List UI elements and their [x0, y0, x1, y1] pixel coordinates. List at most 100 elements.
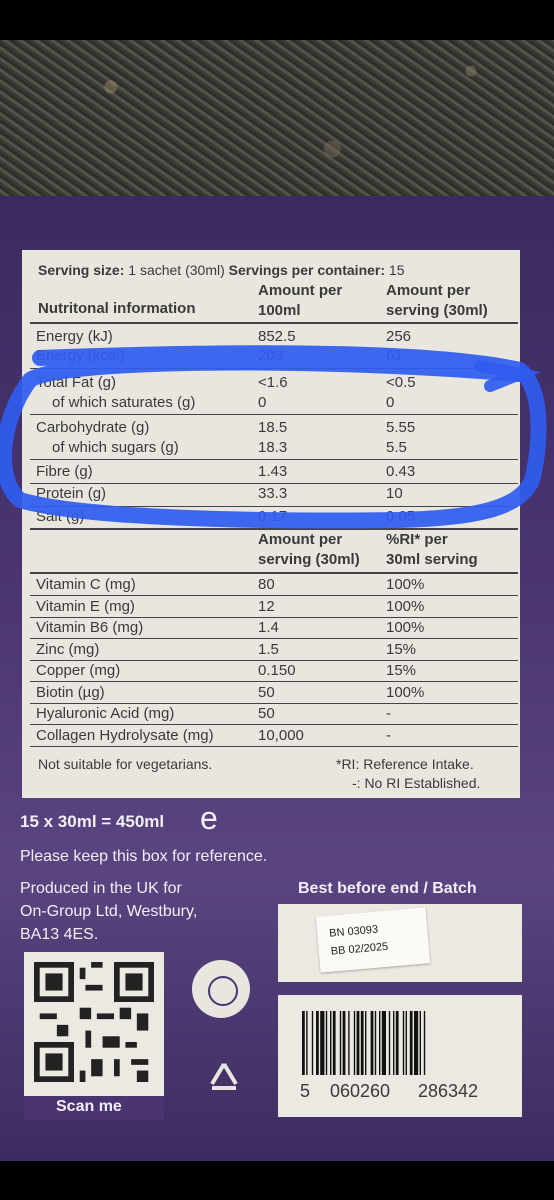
barcode-digits-2: 060260	[330, 1081, 391, 1101]
nutrition-row-name: Energy (kJ)	[36, 328, 113, 345]
per100-header-1: Amount per	[258, 282, 343, 299]
nutrition-row-per-serving: 61	[386, 347, 403, 364]
nutrition-row-per100: 18.3	[258, 439, 288, 456]
batch-sticker: BN 03093 BB 02/2025	[315, 907, 431, 973]
vitamin-row-name: Vitamin E (mg)	[36, 597, 135, 615]
vitamin-row-amount: 1.4	[258, 619, 279, 636]
barcode-icon	[302, 1011, 426, 1075]
nutrition-row-per100: <1.6	[258, 374, 288, 391]
vit-ri-header-1: %RI* per	[386, 531, 448, 548]
e-mark: e	[200, 800, 218, 836]
vitamin-row-amount: 12	[258, 597, 275, 615]
ri-note-2: -: No RI Established.	[352, 775, 481, 791]
barcode-card: 5 060260 286342	[278, 995, 522, 1117]
vitamin-row-amount: 50	[258, 705, 275, 722]
nutrition-row-name: Total Fat (g)	[36, 374, 117, 391]
nutrition-row-per-serving: 256	[386, 328, 412, 345]
nutrition-row-name: Salt (g)	[36, 508, 85, 525]
vitamin-row-divider	[30, 638, 518, 639]
vitamin-row-divider	[30, 616, 518, 618]
ri-note-1: *RI: Reference Intake.	[336, 756, 474, 772]
vitamin-row-name: Zinc (mg)	[36, 640, 100, 658]
vitamin-row-ri: -	[386, 705, 391, 722]
vitamin-row-ri: 100%	[386, 597, 425, 615]
vitamin-row-amount: 80	[258, 576, 275, 593]
nutrition-row-per100: 0.17	[258, 508, 288, 525]
produced-line-1: Produced in the UK for	[20, 880, 182, 897]
nutrition-row-name: Protein (g)	[36, 485, 107, 502]
row-divider	[30, 459, 518, 460]
nutrition-row-name: of which saturates (g)	[52, 394, 196, 411]
vitamin-row-divider	[30, 702, 518, 704]
nutrition-row-per-serving: 0.05	[386, 508, 416, 525]
row-divider	[30, 414, 518, 415]
vitamin-row-name: Collagen Hydrolysate (mg)	[36, 726, 214, 744]
nutrition-row-per-serving: 5.55	[386, 419, 416, 436]
nutrition-row-per-serving: 0	[386, 394, 395, 411]
vitamin-row-amount: 50	[258, 683, 275, 701]
nutrition-row-per-serving: <0.5	[386, 374, 416, 391]
vitamin-row-ri: 100%	[386, 619, 425, 636]
header-divider	[30, 322, 518, 324]
recycle-icon	[210, 1062, 238, 1090]
row-divider	[30, 506, 518, 507]
vitamin-divider	[30, 528, 518, 530]
qr-code-icon	[34, 962, 154, 1082]
row-divider	[30, 483, 518, 484]
vitamin-row-ri: 15%	[386, 640, 417, 658]
best-before-date: BB 02/2025	[330, 940, 389, 958]
serving-size-label: Serving size:	[38, 262, 125, 278]
scan-me-text: Scan me	[56, 1098, 122, 1115]
vitamin-row-name: Hyaluronic Acid (mg)	[36, 705, 175, 722]
nutrition-row-per-serving: 5.5	[386, 439, 407, 456]
vitamin-row-ri: -	[386, 726, 391, 744]
vitamin-row-amount: 1.5	[258, 640, 279, 658]
nutrition-row-name: Carbohydrate (g)	[36, 419, 150, 436]
nutrition-row-per100: 203	[258, 347, 284, 364]
nutrition-row-name: Energy (kcal)	[36, 347, 125, 364]
nutrition-row-per-serving: 0.43	[386, 463, 416, 480]
nutrition-row-per100: 18.5	[258, 419, 288, 436]
barcode-digits-3: 286342	[418, 1081, 479, 1101]
vit-ri-header-2: 30ml serving	[386, 551, 478, 568]
vitamin-row-name: Biotin (µg)	[36, 683, 105, 701]
vitamin-row-divider	[30, 595, 518, 596]
vitamin-header-divider	[30, 572, 518, 574]
vitamin-row-divider	[30, 724, 518, 725]
row-divider	[30, 368, 518, 369]
serving-line: Serving size: 1 sachet (30ml) Servings p…	[38, 262, 405, 278]
scan-me-banner: Scan me	[24, 1096, 164, 1120]
recycling-seal-icon	[192, 960, 250, 1018]
vit-amount-header-1: Amount per	[258, 531, 343, 548]
servings-value: 15	[388, 262, 405, 278]
vitamin-row-name: Vitamin B6 (mg)	[36, 619, 144, 636]
nutrition-row-per100: 852.5	[258, 328, 296, 345]
vitamin-row-divider	[30, 659, 518, 661]
servings-label: Servings per container:	[228, 262, 386, 278]
nutrition-row-per-serving: 10	[386, 485, 403, 502]
vitamin-row-name: Vitamin C (mg)	[36, 576, 136, 593]
perserving-header-1: Amount per	[386, 282, 471, 299]
nutrition-row-per100: 0	[258, 394, 267, 411]
vitamin-row-ri: 100%	[386, 683, 425, 701]
vit-amount-header-2: serving (30ml)	[258, 551, 360, 568]
vitamin-row-divider	[30, 681, 518, 682]
qr-card	[24, 952, 164, 1120]
nutrition-row-per100: 1.43	[258, 463, 288, 480]
best-before-label: Best before end / Batch	[298, 880, 477, 897]
produced-line-2: On-Group Ltd, Westbury,	[20, 903, 198, 920]
vitamin-row-ri: 100%	[386, 576, 425, 593]
vitamin-row-name: Copper (mg)	[36, 662, 121, 679]
vitamin-row-amount: 10,000	[258, 726, 304, 744]
nutrition-row-name: Fibre (g)	[36, 463, 93, 480]
batch-number: BN 03093	[328, 923, 379, 940]
countertop-background	[0, 40, 554, 196]
vitamin-row-amount: 0.150	[258, 662, 296, 679]
nutrition-row-name: of which sugars (g)	[52, 439, 179, 456]
per100-header-2: 100ml	[258, 302, 301, 319]
vitamin-row-ri: 15%	[386, 662, 417, 679]
vitamin-row-divider	[30, 745, 518, 747]
nutrition-header: Nutritonal information	[38, 300, 196, 317]
serving-size-value: 1 sachet (30ml)	[128, 262, 225, 278]
nutrition-row-per100: 33.3	[258, 485, 288, 502]
